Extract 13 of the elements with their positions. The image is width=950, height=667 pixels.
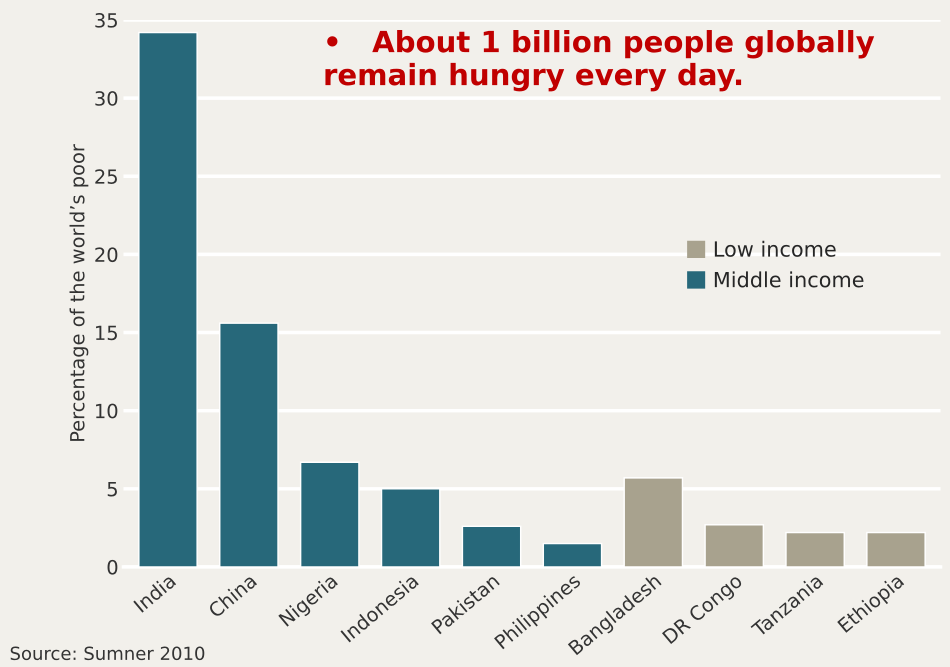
source-note: Source: Sumner 2010: [10, 646, 204, 660]
legend-label: Middle income: [714, 271, 864, 288]
y-tick-label: 15: [96, 326, 117, 340]
y-tick-label: 30: [95, 91, 118, 106]
annotation: • About 1 billion people globally remain hungry every day.: [325, 30, 874, 92]
y-tick-label: 0: [108, 560, 118, 575]
y-axis-title: Percentage of the world’s poor: [70, 144, 88, 441]
y-tick-label: 10: [96, 404, 118, 418]
y-tick-label: 5: [108, 482, 117, 496]
legend-label: Low income: [714, 240, 836, 257]
y-tick-label: 20: [95, 247, 118, 262]
y-tick-label: 25: [95, 169, 117, 184]
y-tick-label: 35: [95, 12, 117, 28]
